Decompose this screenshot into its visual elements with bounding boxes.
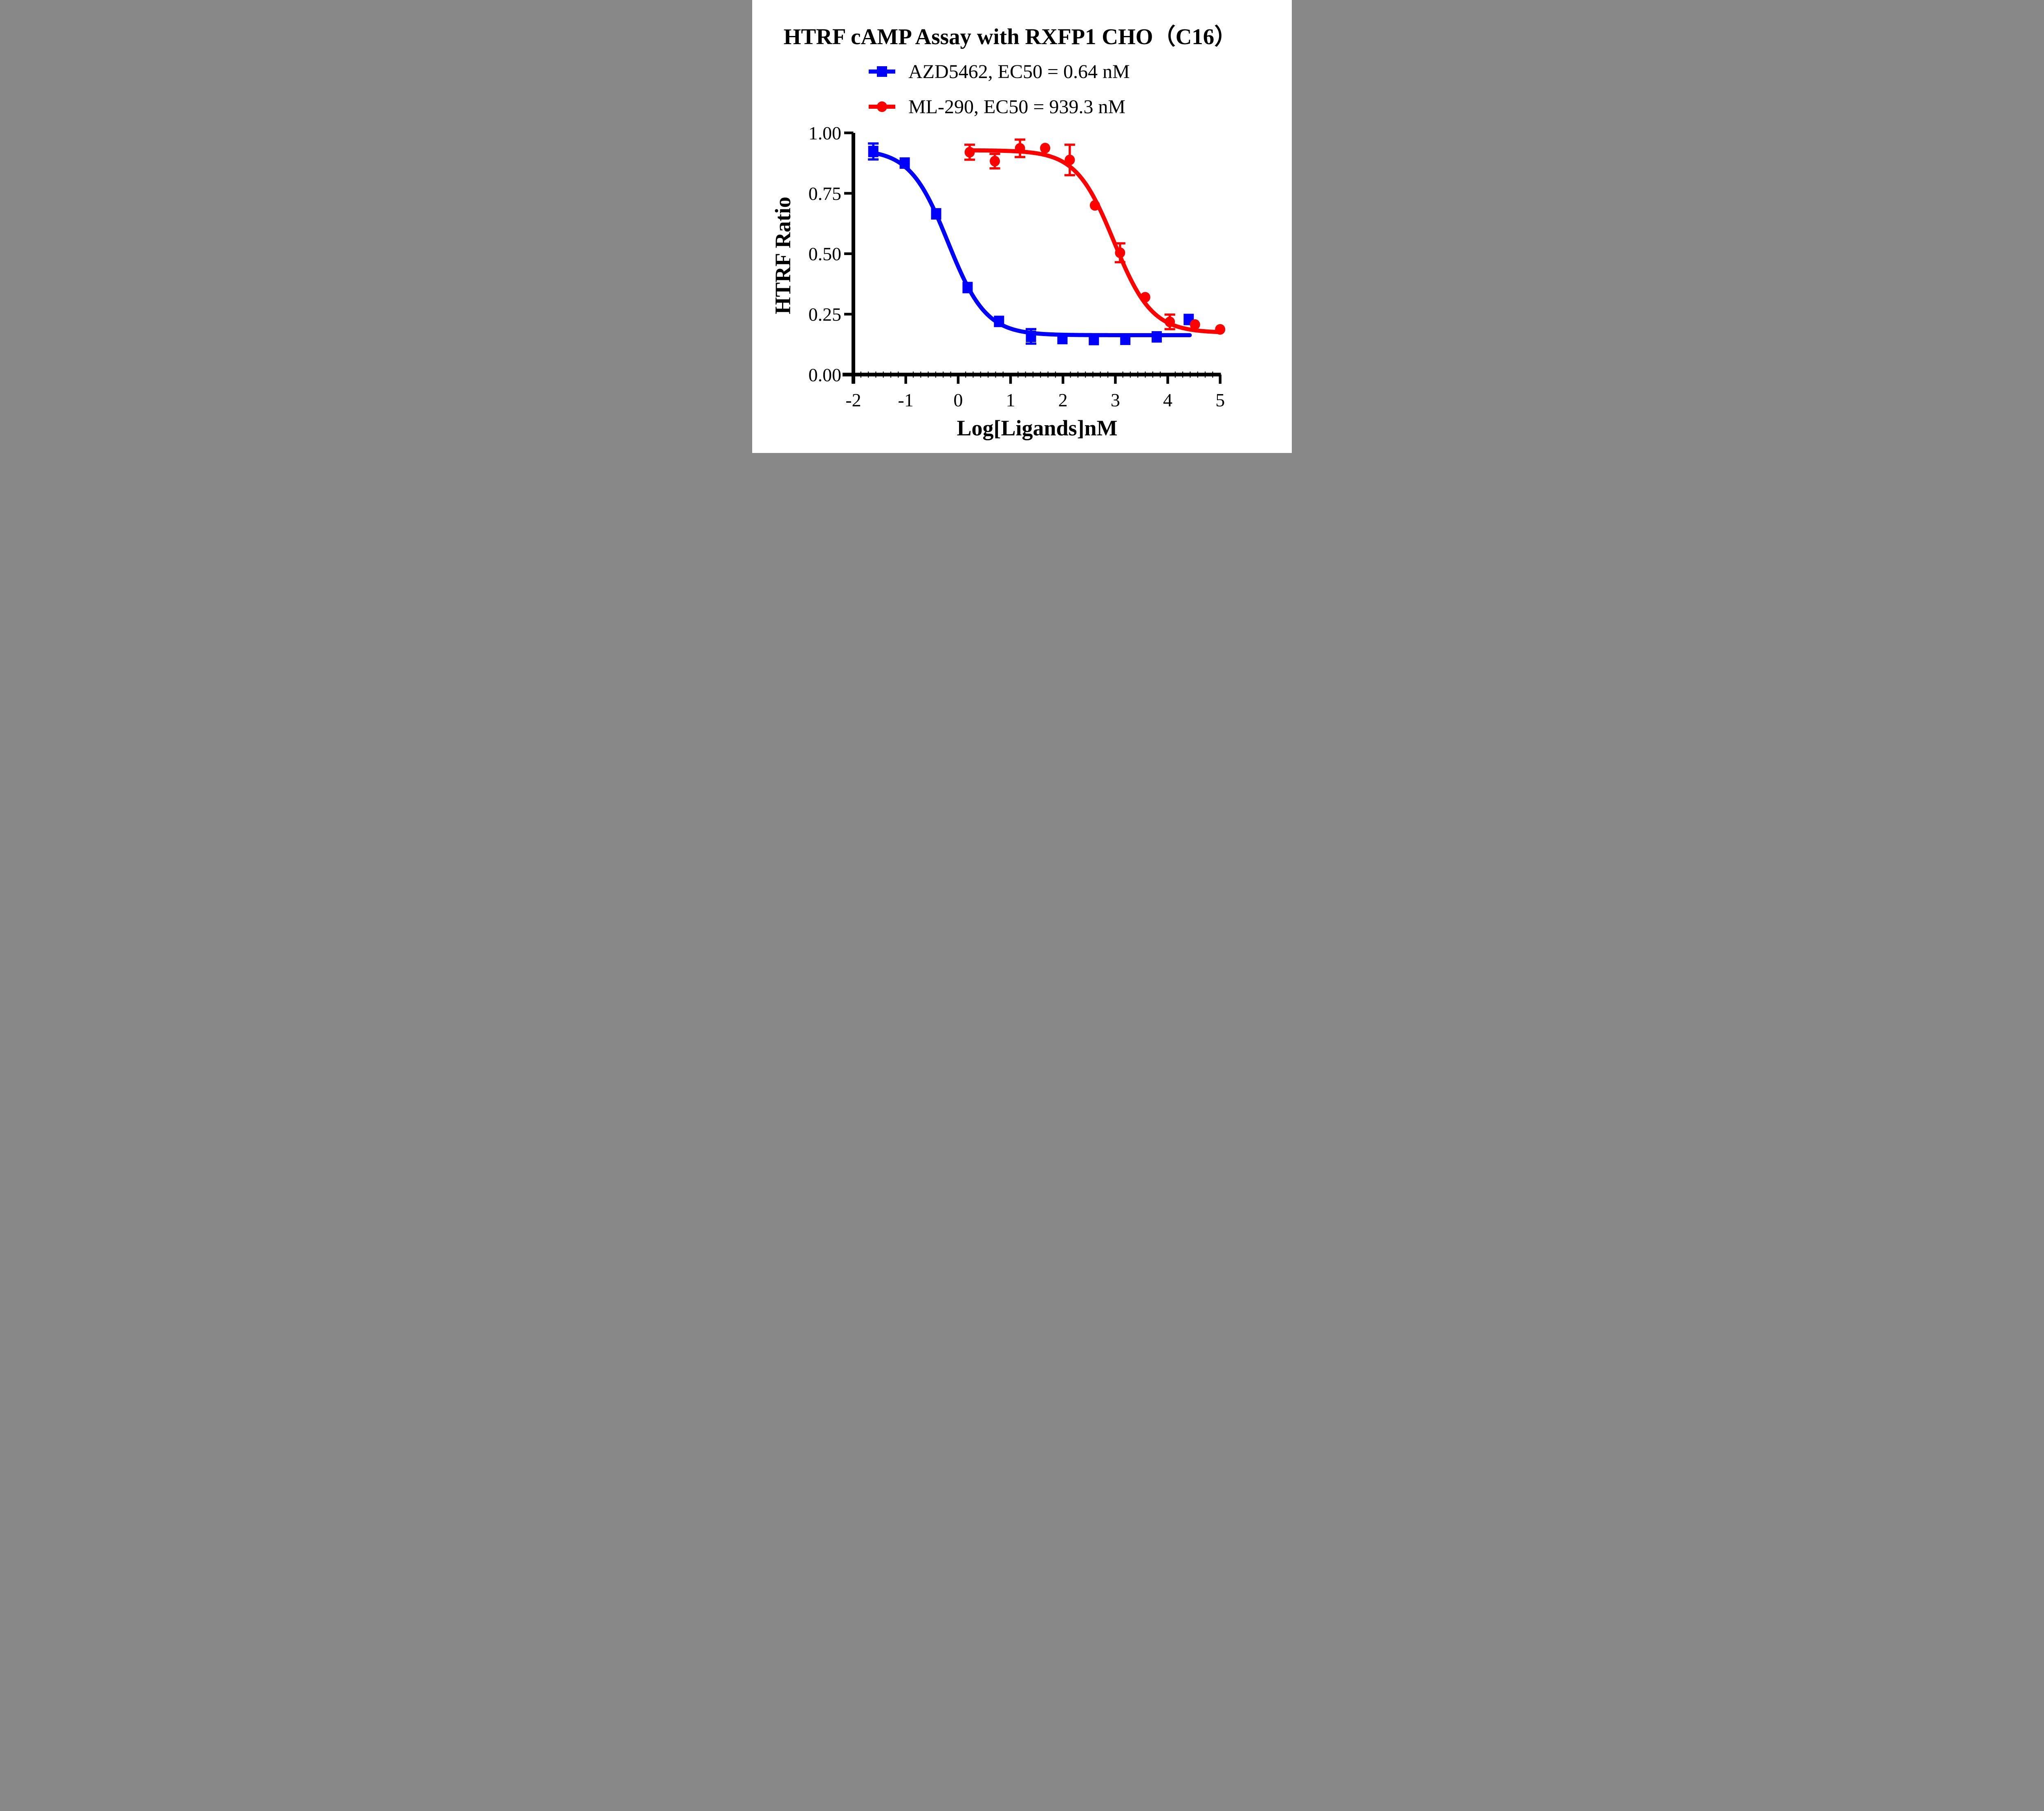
y-tick-label: 0.75 [809, 183, 842, 204]
data-point-circle [1165, 316, 1175, 327]
data-point-circle [1215, 324, 1226, 335]
y-tick-label: 1.00 [809, 123, 842, 143]
x-axis-title: Log[Ligands]nM [957, 416, 1118, 440]
data-point-circle [1015, 143, 1025, 154]
legend-label-ml290: ML-290, EC50 = 939.3 nM [908, 96, 1126, 118]
x-tick-label: 3 [1111, 390, 1120, 410]
y-tick-label: 0.00 [809, 364, 842, 385]
data-point-circle [964, 147, 975, 158]
data-point-square [1120, 333, 1131, 345]
data-point-square [1089, 334, 1099, 345]
y-axis-title: HTRF Ratio [771, 197, 795, 314]
data-point-square [931, 208, 941, 220]
data-point-circle [1089, 200, 1100, 211]
x-axis-minor-ticks [860, 371, 1213, 378]
data-point-circle [1115, 247, 1125, 258]
data-point-square [1057, 333, 1068, 345]
x-tick-label: 4 [1163, 390, 1172, 410]
legend-item-azd5462: AZD5462, EC50 = 0.64 nM [869, 61, 1130, 83]
x-tick-label: 0 [953, 390, 963, 410]
y-tick-label: 0.50 [809, 244, 842, 264]
data-point-circle [1140, 292, 1150, 303]
x-tick-label: 1 [1006, 390, 1015, 410]
series-ml290 [964, 138, 1226, 335]
data-point-circle [1190, 319, 1200, 330]
legend-square-marker-icon [869, 66, 895, 77]
x-tick-label: -2 [845, 390, 861, 410]
fit-curve [966, 148, 1222, 334]
data-point-circle [1065, 155, 1075, 166]
data-point-circle [990, 156, 1000, 167]
data-point-square [899, 157, 910, 169]
data-point-circle [1040, 143, 1051, 154]
axes: -2 -1 0 1 2 3 4 5 0.00 0.25 0.50 0.75 1.00 [809, 123, 1225, 410]
legend-label-azd5462: AZD5462, EC50 = 0.64 nM [908, 61, 1130, 83]
plot-area: -2 -1 0 1 2 3 4 5 0.00 0.25 0.50 0.75 1.00 [809, 123, 1226, 410]
data-point-square [1152, 331, 1162, 343]
data-point-square [868, 146, 879, 157]
y-tick-label: 0.25 [809, 304, 842, 325]
fit-curve [871, 150, 1192, 337]
chart-page: HTRF cAMP Assay with RXFP1 CHO（C16） AZD5… [752, 0, 1292, 453]
data-point-square [994, 316, 1004, 327]
data-point-square [1026, 330, 1036, 342]
series-azd5462 [868, 142, 1194, 345]
x-tick-label: -1 [898, 390, 914, 410]
legend-circle-red [877, 101, 887, 112]
chart-title: HTRF cAMP Assay with RXFP1 CHO（C16） [783, 24, 1237, 49]
data-point-square [962, 282, 973, 294]
legend-item-ml290: ML-290, EC50 = 939.3 nM [869, 96, 1125, 118]
legend-square-blue [877, 66, 887, 77]
x-tick-label: 5 [1215, 390, 1225, 410]
legend-circle-marker-icon [869, 101, 895, 112]
x-tick-label: 2 [1058, 390, 1068, 410]
